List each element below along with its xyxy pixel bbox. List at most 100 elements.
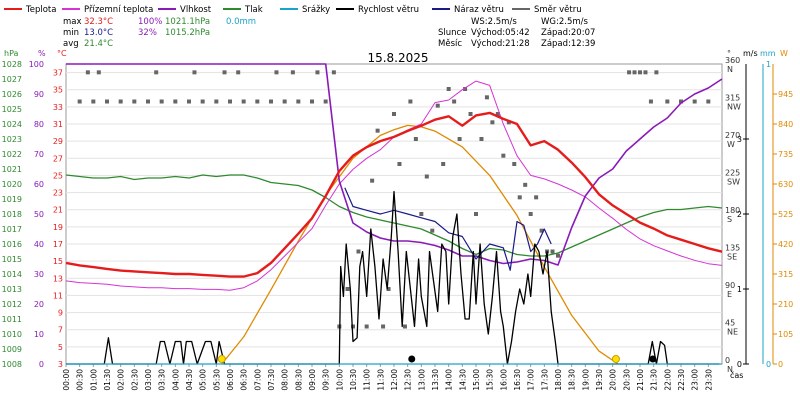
- pct-tick: 40: [34, 240, 44, 249]
- wind-direction-point: [550, 249, 555, 254]
- hpa-tick: 1009: [2, 345, 22, 354]
- wind-direction-point: [413, 137, 418, 141]
- wind-direction-point: [282, 99, 287, 104]
- x-tick: 08:00: [281, 369, 290, 391]
- ms-tick: 2: [737, 210, 742, 219]
- legend-label-5: Rychlost větru: [358, 5, 419, 15]
- x-tick: 15:30: [486, 369, 495, 391]
- sunrise-icon: [217, 355, 226, 363]
- stat-min-label: min: [63, 28, 79, 38]
- x-tick: 02:00: [117, 369, 126, 391]
- x-tick: 23:00: [691, 369, 700, 391]
- hpa-tick: 1014: [2, 270, 22, 279]
- x-tick: 20:30: [622, 369, 631, 391]
- x-tick: 11:00: [363, 369, 372, 391]
- wind-direction-point: [463, 87, 468, 91]
- legend-label-4: Srážky: [302, 5, 330, 15]
- wind-direction-point: [490, 120, 495, 125]
- stats-block: max 32.3°C 100% 1021.1hPa 0.0mm min 13.0…: [63, 17, 595, 49]
- stat-min-press: 1015.2hPa: [165, 28, 210, 38]
- x-tick: 04:30: [185, 369, 194, 391]
- wind-direction-point: [424, 174, 429, 179]
- x-tick: 21:30: [650, 369, 659, 391]
- series-wind-speed: [66, 190, 720, 365]
- x-tick: 15:00: [472, 369, 481, 391]
- x-tick: 19:30: [595, 369, 604, 391]
- mm-tick: 0: [766, 360, 771, 369]
- dir-tick-num: 45: [725, 319, 735, 328]
- hpa-tick: 1010: [2, 330, 22, 339]
- stat-wg: WG:2.5m/s: [541, 17, 589, 27]
- wind-direction-point: [187, 99, 191, 104]
- wind-direction-point: [381, 324, 386, 329]
- astro-icons: [217, 355, 657, 363]
- x-axis-label: čas: [730, 370, 743, 380]
- wind-direction-point: [654, 70, 659, 75]
- x-tick: 03:00: [144, 369, 153, 391]
- hpa-tick: 1015: [2, 255, 22, 264]
- dir-tick-num: 225: [725, 169, 740, 178]
- left-axes: 3579111315171921232527293133353710081009…: [2, 60, 63, 369]
- wind-direction-point: [105, 99, 109, 104]
- stat-ws: WS:2.5m/s: [471, 17, 517, 27]
- temperature-line: [65, 111, 723, 278]
- x-tick: 10:00: [335, 369, 344, 391]
- temp-tick: 21: [53, 206, 63, 215]
- x-tick: 10:30: [349, 369, 358, 391]
- hpa-tick: 1027: [2, 75, 22, 84]
- wind-direction-point: [323, 99, 328, 104]
- unit-ms: m/s: [743, 49, 758, 58]
- legend-label-3: Tlak: [244, 5, 263, 15]
- hpa-tick: 1021: [2, 165, 22, 174]
- x-tick: 05:00: [199, 369, 208, 391]
- x-tick: 20:00: [609, 369, 618, 391]
- stat-max-rain: 0.0mm: [226, 17, 256, 27]
- wind-direction-point: [479, 137, 484, 141]
- wind-direction-point: [85, 70, 90, 75]
- pct-tick: 60: [34, 180, 44, 189]
- x-tick: 00:30: [76, 369, 85, 391]
- dir-tick-num: 315: [725, 94, 740, 103]
- w-tick: 315: [778, 270, 793, 279]
- wind-direction-point: [648, 99, 653, 104]
- pct-tick: 90: [34, 90, 44, 99]
- wind-direction-point: [495, 112, 500, 116]
- stat-max-temp: 32.3°C: [84, 17, 113, 27]
- temp-tick: 27: [53, 154, 63, 163]
- x-tick: 07:30: [267, 369, 276, 391]
- ms-tick: 3: [737, 135, 742, 144]
- stat-sun-set: Západ:20:07: [541, 28, 595, 38]
- wind-direction-point: [96, 70, 101, 75]
- hpa-tick: 1025: [2, 105, 22, 114]
- x-tick: 14:00: [445, 369, 454, 391]
- dir-tick-label: S: [727, 215, 732, 224]
- legend: Teplota Přízemní teplota Vlhkost Tlak Srážky…: [4, 5, 582, 15]
- w-tick: 630: [778, 180, 793, 189]
- temp-tick: 5: [58, 343, 63, 352]
- wind-direction-point: [706, 99, 711, 104]
- temp-tick: 17: [53, 240, 63, 249]
- temp-tick: 31: [53, 120, 63, 129]
- wind-direction-point: [214, 99, 219, 104]
- temp-tick: 7: [58, 326, 63, 335]
- dir-tick-label: N: [727, 65, 733, 74]
- wind-direction-point: [91, 99, 96, 104]
- wind-direction-point: [364, 324, 369, 329]
- x-tick: 16:30: [513, 369, 522, 391]
- wind-direction-point: [474, 212, 478, 216]
- wind-direction-point: [435, 103, 440, 108]
- wind-direction-point: [290, 70, 295, 75]
- x-tick: 17:30: [540, 369, 549, 391]
- wind-direction-point: [236, 70, 241, 75]
- x-tick: 12:00: [390, 369, 399, 391]
- dir-tick-label: NW: [727, 103, 741, 112]
- dir-tick-label: NE: [727, 328, 738, 337]
- wind-direction-point: [356, 249, 361, 254]
- humidity-line: [66, 63, 723, 266]
- x-tick: 11:30: [376, 369, 385, 391]
- plot-frame: [65, 63, 723, 365]
- x-tick: 16:00: [499, 369, 508, 391]
- x-tick: 13:00: [417, 369, 426, 391]
- temp-tick: 9: [58, 309, 63, 318]
- wind-direction-point: [430, 228, 435, 233]
